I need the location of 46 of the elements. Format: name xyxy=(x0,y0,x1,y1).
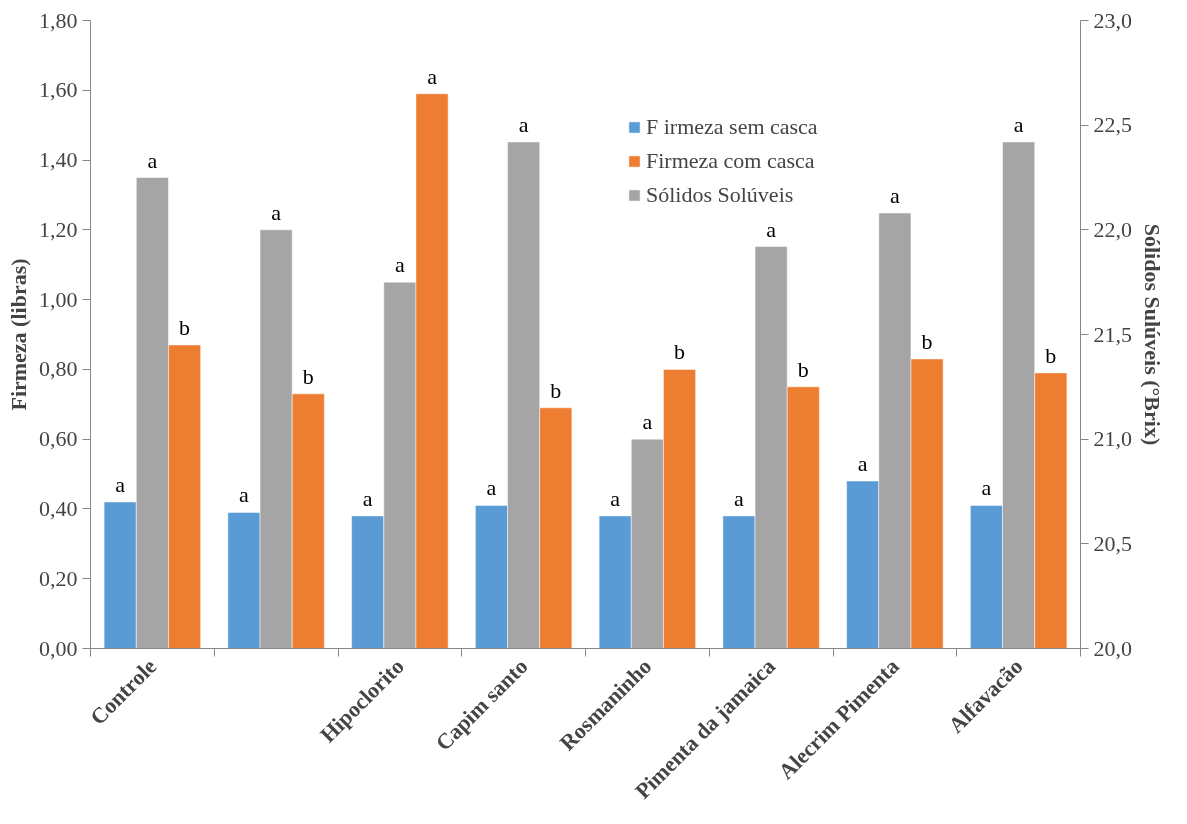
data-label: a xyxy=(147,147,158,173)
legend-label: F irmeza sem casca xyxy=(646,114,818,140)
data-label: b xyxy=(179,314,191,340)
data-label: a xyxy=(394,252,405,278)
data-label: a xyxy=(766,216,777,242)
y-tick-label: 0,80 xyxy=(39,356,78,382)
y2-tick-label: 20,0 xyxy=(1093,635,1132,661)
data-label: a xyxy=(518,111,529,137)
y-tick-label: 1,60 xyxy=(39,77,78,103)
y-tick-label: 0,60 xyxy=(39,426,78,452)
y2-tick-label: 21,0 xyxy=(1093,426,1132,452)
y-axis-title: Firmeza (libras) xyxy=(6,258,31,411)
data-label: a xyxy=(362,485,373,511)
data-label: a xyxy=(271,199,282,225)
y2-tick-label: 22,5 xyxy=(1093,112,1132,138)
data-label: b xyxy=(921,328,933,354)
data-label: a xyxy=(981,475,992,501)
y2-tick-label: 22,0 xyxy=(1093,216,1132,242)
y-tick-label: 1,40 xyxy=(39,147,78,173)
data-label: a xyxy=(642,409,653,435)
data-label: a xyxy=(734,485,745,511)
data-label: a xyxy=(857,451,868,477)
data-label: b xyxy=(550,377,562,403)
y2-axis-title: Sólidos Sulúveis (°Brix) xyxy=(1140,223,1165,446)
y-tick-label: 1,20 xyxy=(39,216,78,242)
y-tick-label: 1,00 xyxy=(39,286,78,312)
y2-tick-label: 21,5 xyxy=(1093,321,1132,347)
data-label: a xyxy=(239,482,250,508)
data-label: b xyxy=(1045,342,1057,368)
y-tick-label: 0,40 xyxy=(39,495,78,521)
y2-tick-label: 23,0 xyxy=(1093,7,1132,33)
data-label: a xyxy=(1013,111,1024,137)
y-tick-label: 0,20 xyxy=(39,565,78,591)
data-label: a xyxy=(610,485,621,511)
data-label: a xyxy=(115,471,126,497)
data-label: a xyxy=(486,475,497,501)
legend-label: Firmeza com casca xyxy=(646,148,815,174)
legend-label: Sólidos Solúveis xyxy=(646,182,794,208)
y-tick-label: 0,00 xyxy=(39,635,78,661)
data-label: b xyxy=(674,339,686,365)
data-label: a xyxy=(889,183,900,209)
data-label: a xyxy=(427,63,438,89)
y-tick-label: 1,80 xyxy=(39,7,78,33)
data-label: b xyxy=(797,356,809,382)
y2-tick-label: 20,5 xyxy=(1093,530,1132,556)
data-label: b xyxy=(302,363,314,389)
